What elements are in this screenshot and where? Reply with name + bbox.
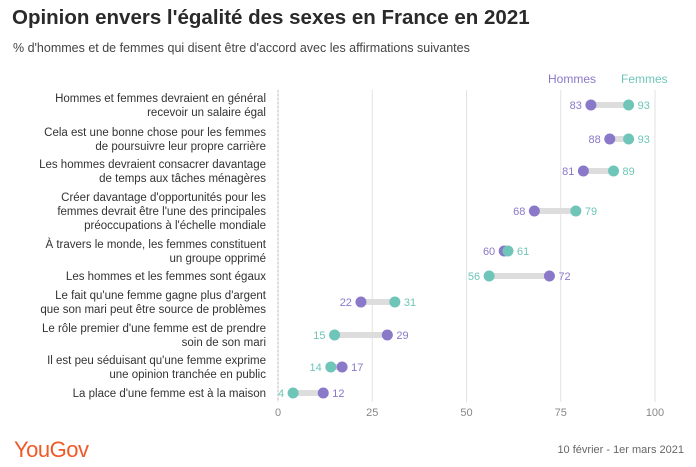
point-hommes: [355, 296, 367, 308]
point-femmes: [287, 387, 299, 399]
category-label-line: Hommes et femmes devraient en général: [55, 93, 266, 105]
category-label: Le fait qu'une femme gagne plus d'argent…: [40, 290, 266, 316]
category-label-line: une opinion tranchée en public: [109, 369, 266, 381]
value-label-femmes: 31: [404, 297, 416, 309]
category-label-line: soin de son mari: [182, 337, 266, 349]
value-label-hommes: 60: [483, 246, 495, 258]
point-femmes: [608, 165, 620, 177]
category-label-line: Les hommes devraient consacrer davantage: [39, 159, 266, 171]
category-label-line: de temps aux tâches ménagères: [99, 173, 266, 185]
category-label-line: Les hommes et les femmes sont égaux: [66, 271, 266, 283]
value-label-femmes: 14: [310, 362, 322, 374]
category-label-line: un groupe opprimé: [169, 253, 266, 265]
category-label: Il est peu séduisant qu'une femme exprim…: [47, 355, 266, 381]
point-femmes: [623, 99, 635, 111]
value-label-hommes: 22: [340, 297, 352, 309]
category-label: Cela est une bonne chose pour les femmes…: [44, 127, 266, 153]
value-label-femmes: 15: [313, 330, 325, 342]
point-hommes: [543, 270, 555, 282]
chart-title: Opinion envers l'égalité des sexes en Fr…: [12, 6, 530, 29]
point-hommes: [381, 329, 393, 341]
point-hommes: [585, 99, 597, 111]
category-label: Hommes et femmes devraient en général rec…: [55, 93, 266, 119]
category-label: À travers le monde, les femmes constitue…: [45, 238, 266, 265]
legend-hommes: Hommes: [548, 72, 596, 86]
category-label-line: Le rôle premier d'une femme est de prend…: [42, 323, 266, 335]
value-label-femmes: 89: [623, 166, 635, 178]
value-label-femmes: 56: [468, 271, 480, 283]
category-label-line: À travers le monde, les femmes constitue…: [45, 238, 266, 251]
category-label-line: préoccupations à l'échelle mondiale: [84, 220, 266, 232]
value-label-hommes: 17: [351, 362, 363, 374]
category-label-line: La place d'une femme est à la maison: [73, 388, 266, 400]
category-label-line: Cela est une bonne chose pour les femmes: [44, 127, 266, 139]
x-tick-label: 0: [275, 407, 281, 419]
chart-subtitle: % d'hommes et de femmes qui disent être …: [13, 41, 470, 55]
value-label-femmes: 93: [638, 134, 650, 146]
value-label-hommes: 83: [570, 100, 582, 112]
value-label-femmes: 93: [638, 100, 650, 112]
category-label-line: femmes devrait être l'une des principale…: [57, 206, 266, 218]
x-tick-label: 100: [646, 407, 664, 419]
point-hommes: [577, 165, 589, 177]
value-label-femmes: 61: [517, 246, 529, 258]
point-femmes: [325, 361, 337, 373]
value-label-hommes: 72: [558, 271, 570, 283]
x-tick-label: 25: [366, 407, 378, 419]
category-label-line: Créer davantage d'opportunités pour les: [61, 192, 266, 204]
point-femmes: [502, 245, 514, 257]
point-femmes: [389, 296, 401, 308]
value-label-hommes: 88: [589, 134, 601, 146]
value-label-hommes: 81: [562, 166, 574, 178]
point-hommes: [604, 133, 616, 145]
category-label: Les hommes et les femmes sont égaux: [66, 271, 266, 283]
point-femmes: [483, 270, 495, 282]
x-tick-label: 50: [460, 407, 472, 419]
category-label-line: de poursuivre leur propre carrière: [95, 141, 266, 153]
legend-femmes: Femmes: [621, 72, 668, 86]
value-label-hommes: 12: [332, 388, 344, 400]
point-hommes: [528, 205, 540, 217]
value-label-femmes: 4: [278, 388, 284, 400]
category-label: Les hommes devraient consacrer davantage…: [39, 159, 266, 185]
point-femmes: [329, 329, 341, 341]
yougov-logo: YouGov: [14, 437, 89, 462]
point-hommes: [317, 387, 329, 399]
date-range: 10 février - 1er mars 2021: [557, 444, 684, 456]
category-label: Le rôle premier d'une femme est de prend…: [42, 323, 266, 349]
value-label-femmes: 79: [585, 206, 597, 218]
category-label: La place d'une femme est à la maison: [73, 388, 266, 400]
category-label-line: Le fait qu'une femme gagne plus d'argent: [55, 290, 267, 302]
point-femmes: [623, 133, 635, 145]
category-label-line: que son mari peut être source de problèm…: [40, 304, 266, 316]
x-tick-label: 75: [555, 407, 567, 419]
value-label-hommes: 68: [513, 206, 525, 218]
category-label: Créer davantage d'opportunités pour les f…: [57, 192, 266, 232]
point-femmes: [570, 205, 582, 217]
category-label-line: recevoir un salaire égal: [147, 107, 266, 119]
category-label-line: Il est peu séduisant qu'une femme exprim…: [47, 355, 266, 367]
point-hommes: [336, 361, 348, 373]
value-label-hommes: 29: [396, 330, 408, 342]
